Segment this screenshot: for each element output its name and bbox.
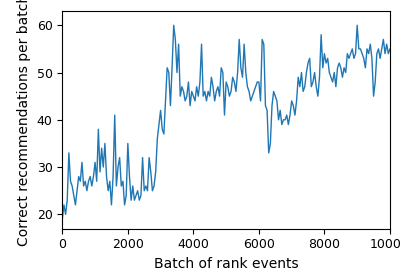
Y-axis label: Correct recommendations per batch: Correct recommendations per batch xyxy=(17,0,31,246)
X-axis label: Batch of rank events: Batch of rank events xyxy=(154,257,298,271)
